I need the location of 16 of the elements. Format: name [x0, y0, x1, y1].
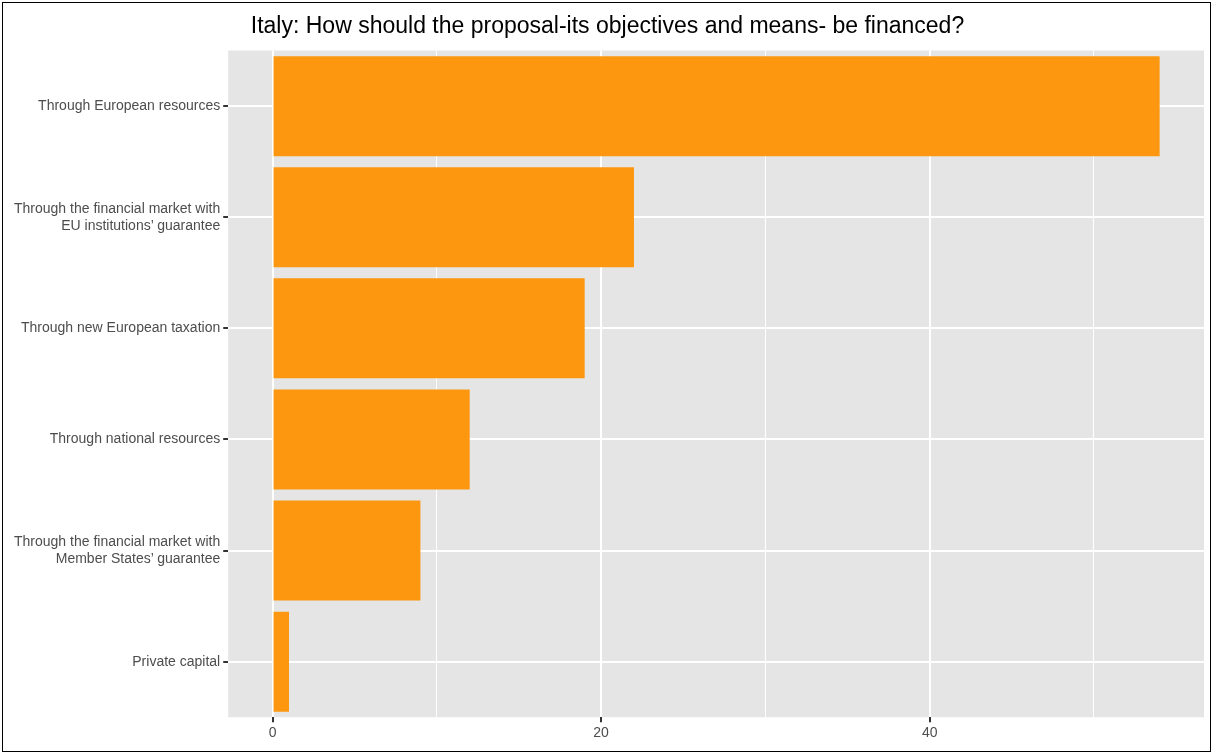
y-tick-label: Private capital: [132, 652, 221, 669]
bar: [273, 389, 470, 490]
x-tick-label: 20: [593, 724, 610, 741]
x-tick-label: 40: [921, 724, 938, 741]
y-tick-label: Through national resources: [49, 430, 221, 447]
y-tick-label: Through European resources: [38, 97, 221, 114]
y-tick-label: Through the financial market with Member States’ guarantee: [13, 533, 221, 566]
bar: [273, 56, 1160, 157]
bar: [273, 611, 289, 712]
chart-title: Italy: How should the proposal-its objectives and means- be financed?: [250, 12, 965, 39]
bar: [273, 167, 634, 268]
y-tick-label: Through the financial market with EU institutions’ guarantee: [13, 199, 221, 233]
x-tick-label: 0: [268, 724, 277, 741]
bar: [273, 500, 421, 601]
bar: [273, 278, 585, 379]
y-tick-label: Through new European taxation: [20, 319, 221, 336]
